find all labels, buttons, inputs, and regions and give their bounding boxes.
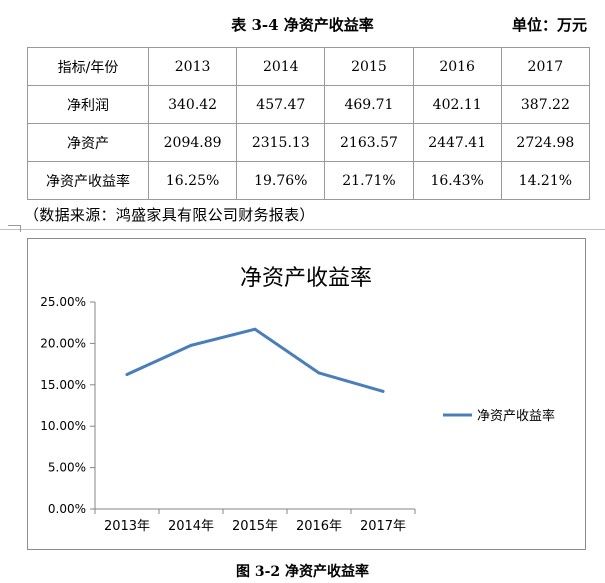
y-tick-label: 15.00%	[40, 378, 86, 392]
y-tick-label: 5.00%	[48, 461, 86, 475]
table-cell: 402.11	[412, 85, 502, 124]
table-cell: 2094.89	[147, 123, 238, 162]
header-cell: 2013	[147, 47, 238, 86]
header-cell: 2016	[412, 47, 502, 86]
data-point	[317, 371, 321, 375]
table-cell: 2163.57	[324, 123, 414, 162]
table-cell: 457.47	[236, 85, 326, 124]
table-cell: 2724.98	[500, 123, 591, 162]
x-tick-label: 2013年	[104, 519, 150, 534]
x-tick-label: 2014年	[168, 519, 214, 534]
table-row: 净资产 2094.89 2315.13 2163.57 2447.41 2724…	[27, 123, 591, 162]
series-line	[125, 327, 385, 393]
table-cell: 387.22	[500, 85, 591, 124]
data-point	[125, 372, 129, 376]
header-cell: 指标/年份	[27, 47, 149, 86]
data-point	[189, 343, 193, 347]
table-cell: 21.71%	[324, 161, 414, 200]
roe-line-chart: 净资产收益率 0.00% 5.00% 10.00% 15.00% 20.00% 25.00…	[27, 238, 586, 550]
x-tick-label: 2017年	[360, 519, 406, 534]
roe-table: 指标/年份 2013 2014 2015 2016 2017 净利润 340.4…	[27, 47, 591, 200]
page-separator	[0, 229, 605, 230]
legend-label: 净资产收益率	[477, 408, 555, 424]
x-tick-label: 2015年	[232, 519, 278, 534]
table-cell: 14.21%	[500, 161, 591, 200]
y-tick-label: 10.00%	[40, 419, 86, 433]
chart-title: 净资产收益率	[240, 266, 372, 291]
page-corner-mark	[8, 225, 21, 232]
table-row: 净资产收益率 16.25% 19.76% 21.71% 16.43% 14.21…	[27, 161, 591, 200]
x-tick-label: 2016年	[296, 519, 342, 534]
table-row: 净利润 340.42 457.47 469.71 402.11 387.22	[27, 85, 591, 124]
table-cell: 16.25%	[147, 161, 238, 200]
header-cell: 2017	[500, 47, 591, 86]
table-cell: 2447.41	[412, 123, 502, 162]
header-cell: 2014	[236, 47, 326, 86]
unit-label: 单位：万元	[511, 16, 587, 34]
table-cell: 469.71	[324, 85, 414, 124]
row-label: 净利润	[27, 85, 149, 124]
header-cell: 2015	[324, 47, 414, 86]
table-cell: 19.76%	[236, 161, 326, 200]
table-cell: 2315.13	[236, 123, 326, 162]
y-tick-label: 25.00%	[40, 295, 86, 309]
row-label: 净资产收益率	[27, 161, 149, 200]
y-tick-label: 0.00%	[48, 502, 86, 516]
figure-caption: 图 3-2 净资产收益率	[235, 564, 370, 580]
table-header-row: 指标/年份 2013 2014 2015 2016 2017	[27, 47, 591, 86]
data-point	[381, 389, 385, 393]
table-title: 表 3-4 净资产收益率	[231, 16, 374, 34]
data-source-note: （数据来源：鸿盛家具有限公司财务报表）	[24, 206, 315, 224]
table-cell: 16.43%	[412, 161, 502, 200]
table-cell: 340.42	[147, 85, 238, 124]
chart-canvas: 净资产收益率 0.00% 5.00% 10.00% 15.00% 20.00% 25.00…	[40, 266, 555, 534]
y-tick-label: 20.00%	[40, 336, 86, 350]
row-label: 净资产	[27, 123, 149, 162]
data-point	[253, 327, 257, 331]
